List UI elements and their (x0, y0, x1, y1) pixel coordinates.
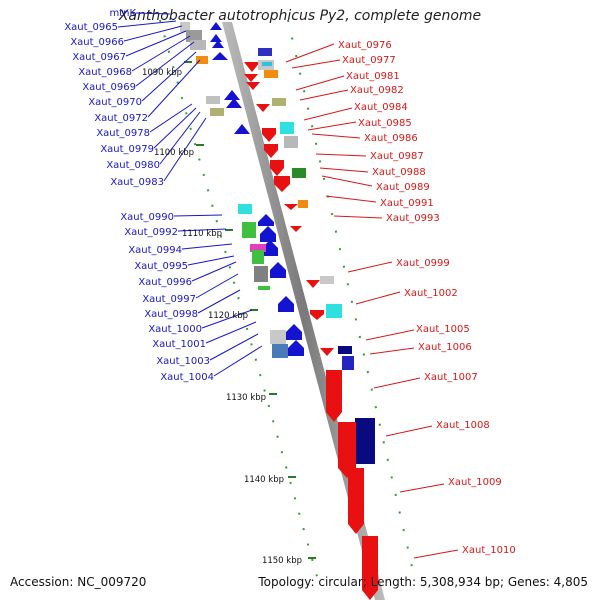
gene-label: Xaut_0978 (96, 128, 150, 139)
gene-arrow (256, 104, 270, 112)
gene-block (355, 418, 375, 464)
gene-label: Xaut_0967 (72, 52, 126, 63)
gene-label: Xaut_1008 (436, 420, 490, 431)
gene-arrow (274, 176, 290, 192)
gene-arrow (338, 422, 356, 478)
gene-arrow (306, 280, 320, 288)
gene-arrow (320, 348, 334, 356)
scale-tick-label: 1130 kbp (226, 393, 266, 403)
gene-label: Xaut_0969 (82, 82, 136, 93)
gene-label: Xaut_0996 (138, 277, 192, 288)
genome-summary: Topology: circular; Length: 5,308,934 bp… (258, 575, 588, 589)
gene-arrow (244, 74, 258, 82)
gene-label: Xaut_1002 (404, 288, 458, 299)
scale-tick-label: 1150 kbp (262, 556, 302, 566)
gene-label: Xaut_0985 (358, 118, 412, 129)
gene-arrow (362, 536, 378, 600)
gene-arrow (290, 226, 302, 232)
gene-label: Xaut_0965 (64, 22, 118, 33)
gc-track-left (159, 19, 319, 581)
gene-arrow (244, 62, 260, 72)
gene-label: Xaut_1009 (448, 477, 502, 488)
gene-arrow (288, 340, 304, 356)
gene-label: Xaut_0982 (350, 85, 404, 96)
gene-arrow (278, 296, 294, 312)
gene-label: Xaut_0977 (342, 55, 396, 66)
gene-label: Xaut_0995 (134, 261, 188, 272)
reverse-strand-genes (210, 22, 375, 464)
gene-label: Xaut_0986 (364, 133, 418, 144)
gene-label: Xaut_1006 (418, 342, 472, 353)
gene-arrow (234, 124, 250, 134)
gene-label: Xaut_0970 (88, 97, 142, 108)
gene-label: Xaut_0991 (380, 198, 434, 209)
gene-label: Xaut_0998 (144, 309, 198, 320)
scale-tick-label: 1090 kbp (142, 68, 182, 78)
gene-label: Xaut_0980 (106, 160, 160, 171)
gene-label: Xaut_0987 (370, 151, 424, 162)
gene-arrow (348, 468, 364, 534)
gene-arrow (212, 52, 228, 60)
gene-arrow (260, 226, 276, 242)
gene-label: Xaut_0983 (110, 177, 164, 188)
map-title: Xanthobacter autotrophicus Py2, complete… (118, 8, 482, 24)
gene-block (258, 48, 272, 56)
gene-label: Xaut_1004 (160, 372, 214, 383)
gene-label: Xaut_0979 (100, 144, 154, 155)
forward-strand-genes (244, 62, 378, 600)
gene-label: Xaut_0966 (70, 37, 124, 48)
gene-arrow (310, 310, 324, 320)
gene-arrow (210, 34, 222, 42)
gene-arrow (258, 214, 274, 226)
gene-arrow (270, 160, 284, 176)
gene-label: Xaut_0993 (386, 213, 440, 224)
gene-block (338, 346, 352, 354)
gene-label: Xaut_0968 (78, 67, 132, 78)
gene-label: Xaut_1007 (424, 372, 478, 383)
gene-label: Xaut_0976 (338, 40, 392, 51)
gene-label: Xaut_0997 (142, 294, 196, 305)
gene-label: Xaut_1003 (156, 356, 210, 367)
gene-label: Xaut_1001 (152, 339, 206, 350)
gene-label: Xaut_0999 (396, 258, 450, 269)
gene-label: Xaut_0994 (128, 245, 182, 256)
gene-arrow (224, 90, 240, 100)
scale-tick-label: 1120 kbp (208, 311, 248, 321)
gene-arrow (284, 204, 298, 210)
gene-label: Xaut_0992 (124, 227, 178, 238)
scale-tick-label: 1140 kbp (244, 475, 284, 485)
gene-label: Xaut_0989 (376, 182, 430, 193)
gene-label: Xaut_1005 (416, 324, 470, 335)
gene-arrow (226, 98, 242, 108)
scale-tick-label: 1110 kbp (182, 229, 222, 239)
scale-labels: 1090 kbp 1100 kbp 1110 kbp 1120 kbp 1130 kbp… (142, 68, 302, 566)
cog-blocks (180, 22, 342, 358)
right-label-leaders (285, 43, 459, 559)
gene-arrow (262, 128, 276, 142)
gene-arrow (246, 82, 260, 90)
gene-label: mtnK (109, 8, 136, 19)
gene-label: Xaut_0990 (120, 212, 174, 223)
gene-label: Xaut_1010 (462, 545, 516, 556)
gene-arrow (210, 22, 222, 30)
gene-label: Xaut_0988 (372, 167, 426, 178)
left-label-leaders (117, 12, 263, 377)
scale-tick-label: 1100 kbp (154, 148, 194, 158)
gene-block (342, 356, 354, 370)
left-gene-labels: mtnK Xaut_0965 Xaut_0966 Xaut_0967 Xaut_0968… (64, 8, 214, 383)
gene-label: Xaut_0984 (354, 102, 408, 113)
gene-arrow (270, 262, 286, 278)
gene-label: Xaut_0972 (94, 113, 148, 124)
gene-label: Xaut_0981 (346, 71, 400, 82)
gene-arrow (286, 324, 302, 340)
right-gene-labels: Xaut_0976 Xaut_0977 Xaut_0981 Xaut_0982 Xaut… (338, 40, 516, 556)
accession-label: Accession: NC_009720 (10, 575, 147, 589)
gene-arrow (264, 144, 278, 158)
gene-label: Xaut_1000 (148, 324, 202, 335)
gene-arrow (326, 370, 342, 422)
gene-arrow (212, 40, 224, 48)
